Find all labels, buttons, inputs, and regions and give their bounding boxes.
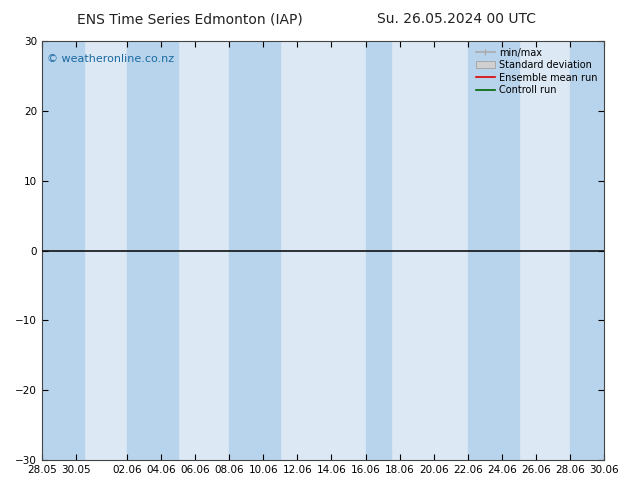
Text: Su. 26.05.2024 00 UTC: Su. 26.05.2024 00 UTC: [377, 12, 536, 26]
Text: ENS Time Series Edmonton (IAP): ENS Time Series Edmonton (IAP): [77, 12, 303, 26]
Text: © weatheronline.co.nz: © weatheronline.co.nz: [48, 53, 174, 64]
Bar: [127, 41, 178, 460]
Legend: min/max, Standard deviation, Ensemble mean run, Controll run: min/max, Standard deviation, Ensemble me…: [474, 46, 599, 97]
Bar: [366, 41, 391, 460]
Bar: [42, 41, 84, 460]
Bar: [230, 41, 280, 460]
Bar: [570, 41, 604, 460]
Bar: [468, 41, 519, 460]
